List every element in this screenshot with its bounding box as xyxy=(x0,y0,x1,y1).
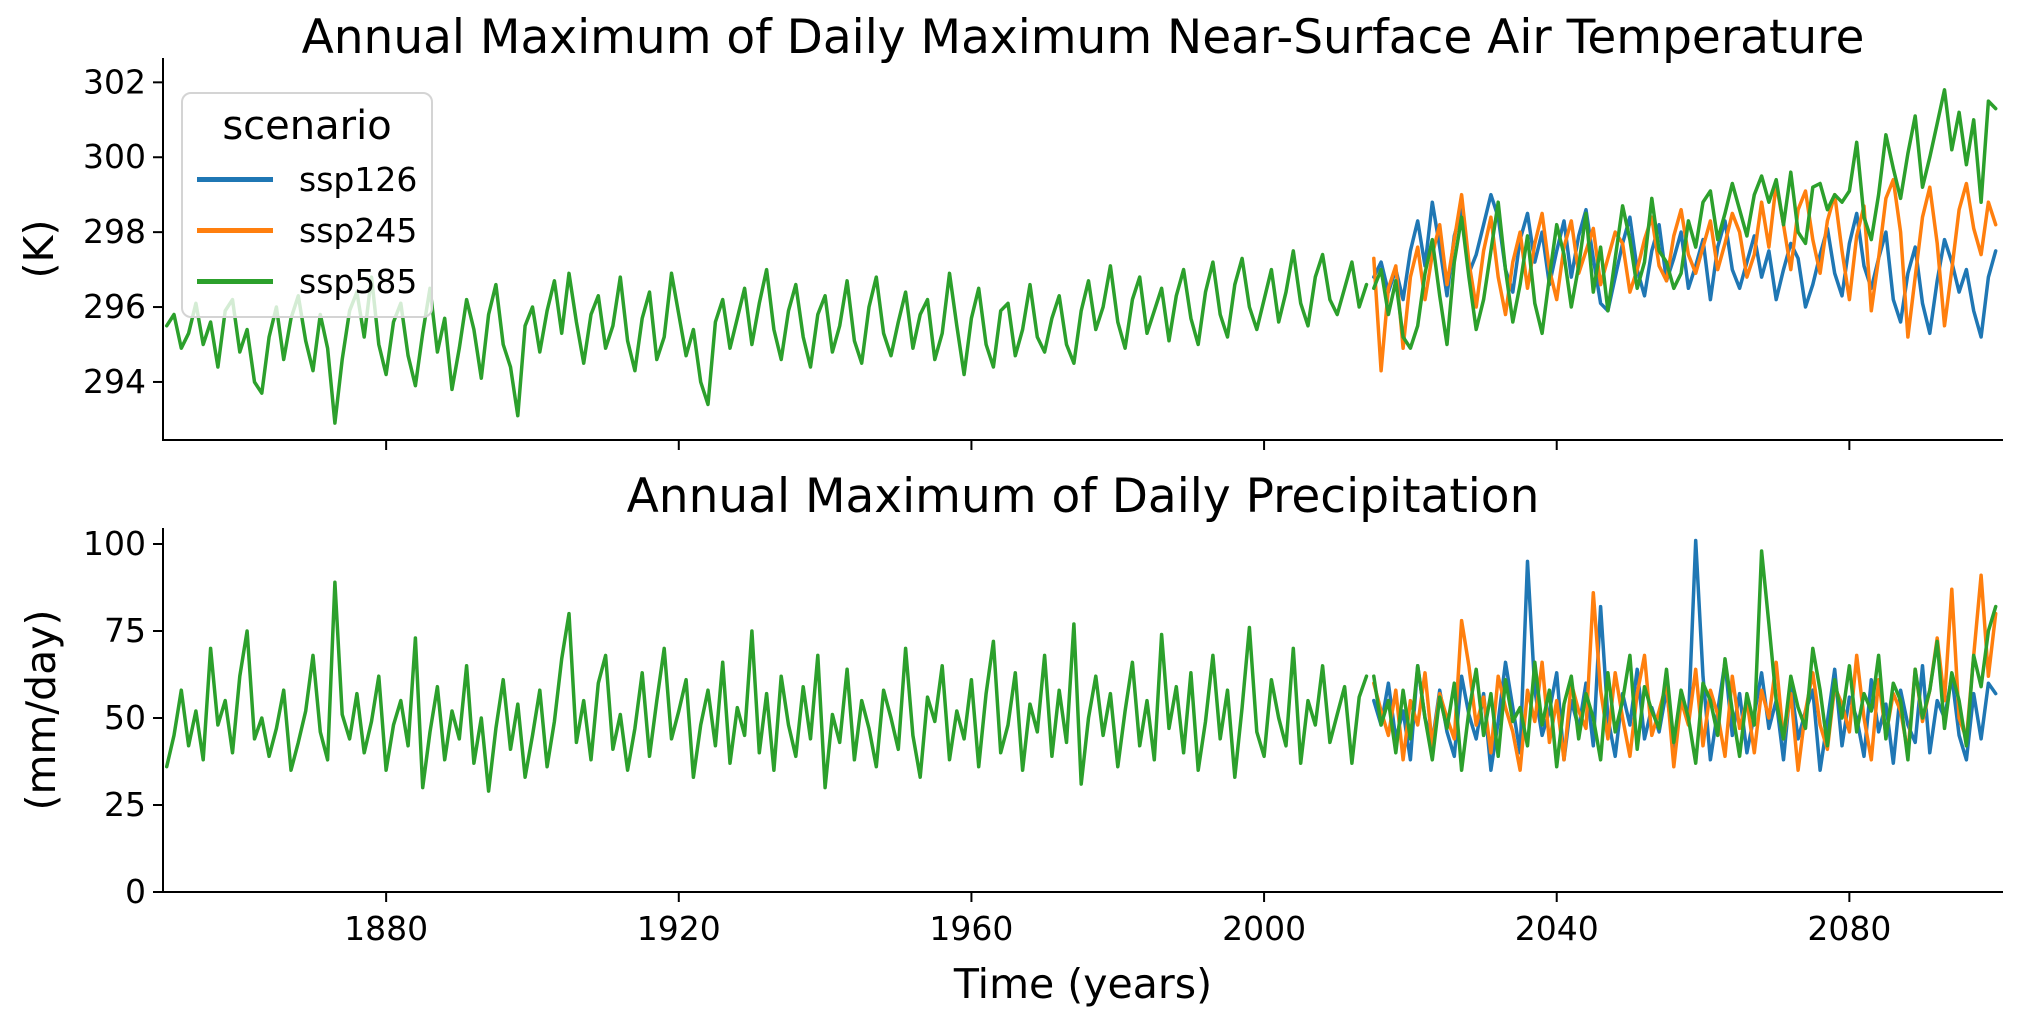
x-tick-label: 1880 xyxy=(344,909,428,948)
legend-item-label: ssp585 xyxy=(299,262,418,301)
legend-title: scenario xyxy=(222,103,392,149)
top-plot-title: Annual Maximum of Daily Maximum Near-Sur… xyxy=(302,10,1865,65)
y-tick-label: 50 xyxy=(104,698,146,737)
x-tick-label: 2080 xyxy=(1807,909,1891,948)
plot1-line-historical xyxy=(164,580,1369,793)
y-tick-label: 75 xyxy=(104,611,146,650)
lines-layer xyxy=(164,88,1998,793)
bottom-y-axis-label: (mm/day) xyxy=(17,609,65,810)
legend-item-ssp126: ssp126 xyxy=(195,154,419,205)
text-layer: Annual Maximum of Daily Maximum Near-Sur… xyxy=(15,10,1864,1008)
y-tick-label: 302 xyxy=(83,62,146,101)
plot0-line-ssp585 xyxy=(1372,88,1998,350)
plot0-spines xyxy=(162,58,2003,441)
legend: scenario ssp126 ssp245 ssp585 xyxy=(181,92,433,318)
legend-swatch-ssp245 xyxy=(197,228,273,233)
plot0-line-ssp126 xyxy=(1372,192,1998,339)
top-y-axis-label: (K) xyxy=(15,220,63,279)
y-tick-label: 296 xyxy=(83,287,146,326)
plot1-line-ssp245 xyxy=(1372,573,1998,772)
y-tick-label: 25 xyxy=(104,785,146,824)
plot1-line-ssp585 xyxy=(1372,549,1998,772)
y-tick-label: 0 xyxy=(125,872,146,911)
y-tick-label: 100 xyxy=(83,524,146,563)
legend-item-ssp245: ssp245 xyxy=(195,205,419,256)
y-tick-label: 294 xyxy=(83,362,146,401)
legend-items: ssp126 ssp245 ssp585 xyxy=(195,154,419,307)
legend-item-ssp585: ssp585 xyxy=(195,256,419,307)
bottom-plot-title: Annual Maximum of Daily Precipitation xyxy=(627,469,1540,524)
x-tick-label: 1960 xyxy=(929,909,1013,948)
y-tick-label: 298 xyxy=(83,212,146,251)
legend-swatch-ssp126 xyxy=(197,177,273,182)
axes-layer: 294 296 298 300 302 1880 1920 1960 2000 2040 2080 0… xyxy=(83,58,2003,948)
x-tick-label: 1920 xyxy=(637,909,721,948)
plot0-line-ssp245 xyxy=(1372,177,1998,373)
legend-item-label: ssp245 xyxy=(299,211,418,250)
legend-swatch-ssp585 xyxy=(197,279,273,284)
x-axis-label: Time (years) xyxy=(953,960,1212,1008)
x-tick-label: 2000 xyxy=(1222,909,1306,948)
y-tick-label: 300 xyxy=(83,137,146,176)
x-tick-label: 2040 xyxy=(1515,909,1599,948)
legend-item-label: ssp126 xyxy=(299,160,418,199)
